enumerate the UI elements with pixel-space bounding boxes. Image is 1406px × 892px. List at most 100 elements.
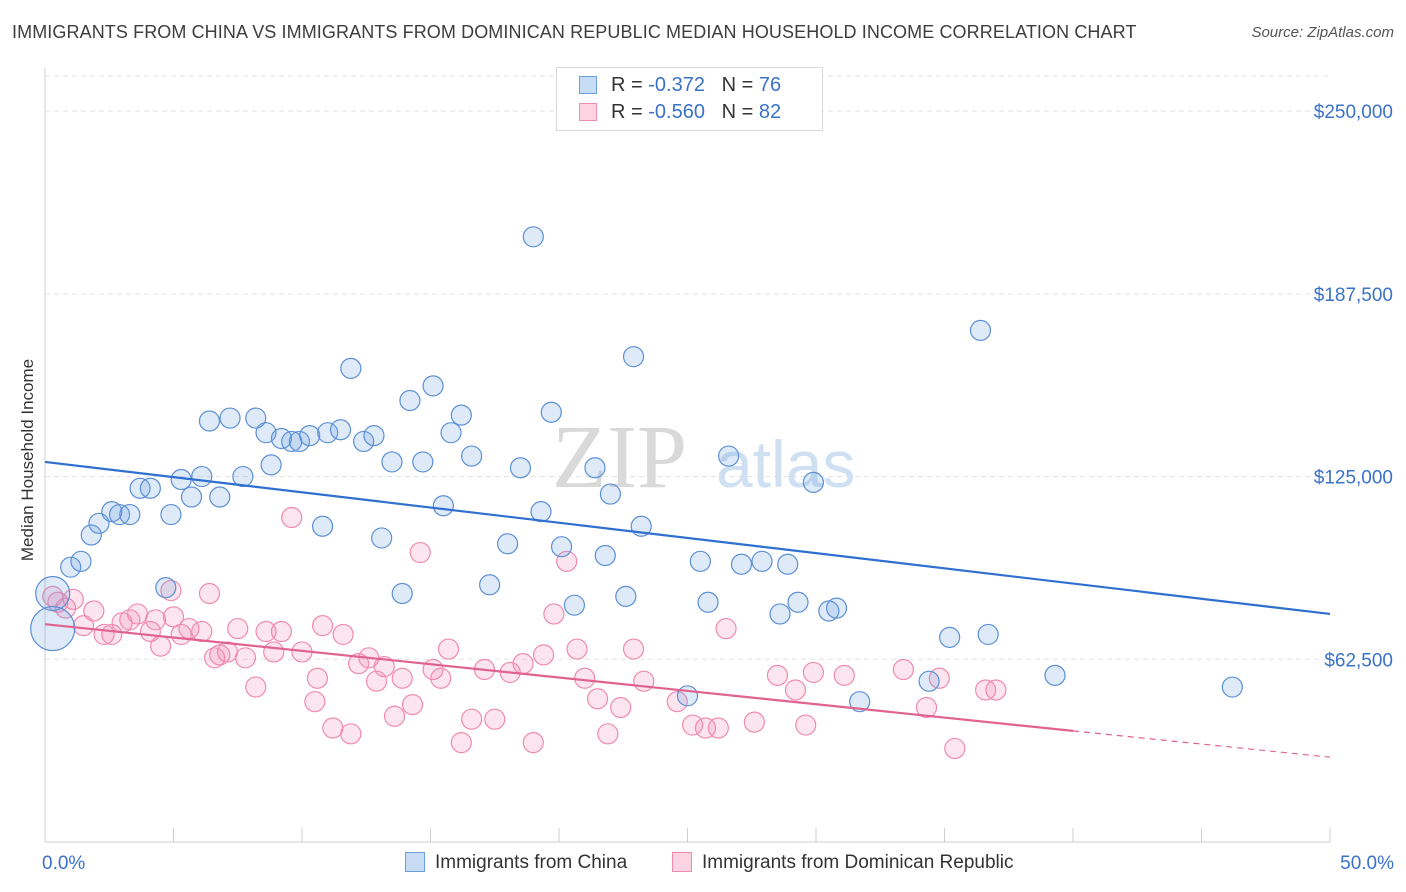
dominican-point [281,506,303,529]
dominican-point [766,664,789,686]
dominican-point [304,691,326,713]
dominican-point [191,620,213,643]
dominican-point [610,696,632,719]
china-point [311,515,334,537]
china-point [918,670,940,692]
china-point [718,445,740,467]
dominican-point [144,609,167,631]
source-label: Source: ZipAtlas.com [1251,24,1394,41]
china-point [450,404,472,426]
china-point [299,425,321,447]
dominican-point [484,708,506,730]
china-point [399,389,421,412]
china-point [697,591,719,613]
china-point [60,556,82,578]
china-point [777,553,799,575]
china-point [1221,676,1243,698]
y-tick-label: $187,500 [1314,285,1393,306]
trend-lines [44,460,1331,758]
y-tick-label: $62,500 [1324,650,1393,671]
china-point [751,550,773,572]
legend-n-label: N = [721,74,754,96]
china-point [550,536,573,558]
china-point [939,626,961,648]
china-point [353,430,375,453]
china-point [730,553,753,575]
china-point [802,471,825,493]
dominican-point [263,641,285,663]
china-point [219,407,241,429]
chart-title: IMMIGRANTS FROM CHINA VS IMMIGRANTS FROM… [12,22,1137,42]
china-point [180,486,203,508]
dominican-point [234,647,257,669]
dominican-point [622,638,645,660]
dominican-point [311,615,334,637]
china-point [209,486,231,508]
dominican-point [784,679,807,701]
dominican-point [430,667,452,689]
china-point [35,575,71,612]
legend-r-label: R = [611,101,643,123]
legend-r-value-china: -0.372 [648,74,705,96]
china-point [80,524,102,546]
china-point [522,226,544,248]
dominican-point [270,620,293,643]
china-point [497,533,519,555]
dominican-trend-extension [1072,730,1331,758]
legend-n-value-dominican: 82 [758,101,782,123]
dominican-points [42,506,1007,760]
legend-r-label: R = [611,74,643,96]
dominican-point [227,617,249,640]
china-point [461,445,483,467]
y-tick-label: $125,000 [1314,468,1393,489]
y-tick-label: $250,000 [1314,102,1393,123]
china-point [160,503,182,526]
dominican-point [543,603,565,625]
legend-n-label: N = [721,101,754,123]
dominican-point [306,667,329,689]
watermark-atlas: atlas [716,427,855,501]
series-swatch-china [405,852,425,872]
dominican-point [401,693,424,716]
watermark: ZIP atlas [552,408,855,507]
series-legend-china: Immigrants from China [405,852,627,874]
dominican-point [340,723,362,745]
dominican-point [512,653,534,675]
series-swatch-dominican [672,852,692,872]
x-tick-label: 0.0% [42,853,85,874]
china-point [340,357,362,379]
legend-row-china: R = -0.372 N = 76 [579,74,781,100]
dominican-point [915,696,938,719]
legend-swatch-china [579,76,597,94]
dominican-point [373,655,395,678]
china-point [412,451,434,473]
china-point [363,425,385,447]
dominican-point [216,641,239,663]
china-point [530,501,552,523]
dominican-point [743,711,765,733]
dominican-point [715,617,737,640]
dominican-point [126,603,149,625]
dominican-point [682,714,704,736]
dominican-point [150,635,172,657]
axes [44,68,1331,843]
china-point [509,457,532,479]
dominican-point [633,670,655,692]
china-point [119,503,141,526]
dominican-point [666,691,688,713]
dominican-point [522,731,544,754]
dominican-point [347,653,370,675]
legend-n-value-china: 76 [758,74,782,96]
dominican-point [383,705,406,727]
china-point [432,495,454,517]
dominican-point [566,638,588,660]
china-point [825,597,848,619]
china-point [245,407,267,429]
china-point [615,585,637,608]
series-name-china: Immigrants from China [435,852,628,873]
china-point [584,457,606,479]
legend-row-dominican: R = -0.560 N = 82 [579,101,781,127]
dominican-point [707,717,729,739]
dominican-point [54,597,77,619]
china-point [1044,664,1066,686]
